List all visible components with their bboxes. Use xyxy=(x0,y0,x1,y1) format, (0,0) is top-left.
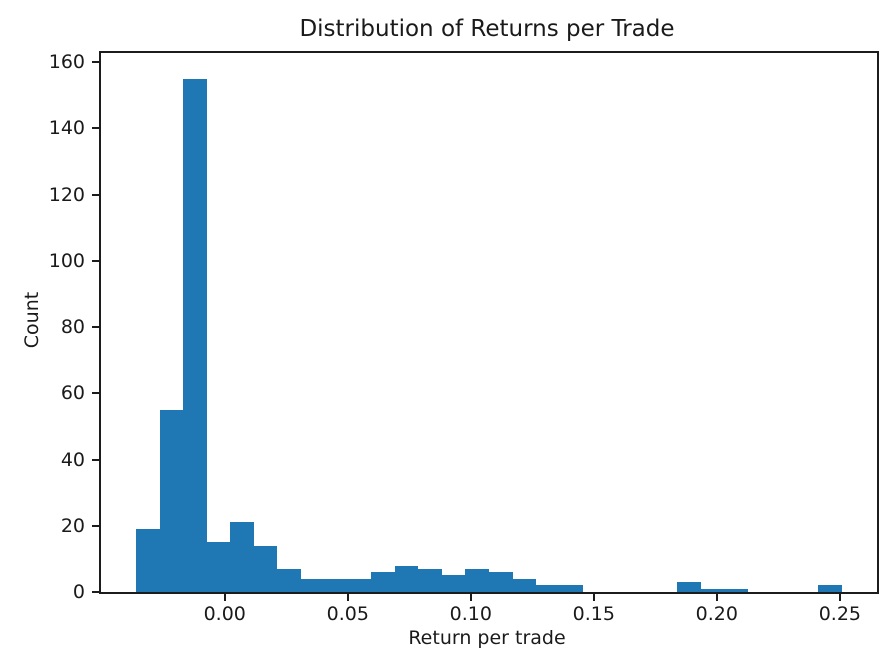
y-tick-label: 80 xyxy=(60,316,85,339)
plot-area: 0 20 40 60 80 100 120 140 160 0.00 0.05 0.10 0.15 0.2… xyxy=(49,51,879,625)
histogram-bar xyxy=(324,578,348,592)
x-tick-mark xyxy=(469,594,472,601)
y-tick-label: 20 xyxy=(60,514,85,537)
histogram-bar xyxy=(300,578,325,592)
histogram-bar xyxy=(136,529,160,592)
y-tick-mark xyxy=(92,259,99,262)
ticks-layer: 0 20 40 60 80 100 120 140 160 0.00 0.05 0.10 0.15 0.2… xyxy=(49,51,877,625)
y-tick-label: 160 xyxy=(48,51,85,74)
y-axis-label: Count xyxy=(21,291,43,349)
y-tick-mark xyxy=(92,193,99,196)
x-axis-label: Return per trade xyxy=(408,627,566,649)
x-tick-label: 0.05 xyxy=(326,603,369,625)
x-tick-label: 0.25 xyxy=(818,603,861,625)
x-tick-mark xyxy=(715,594,718,601)
histogram-bar xyxy=(371,572,395,592)
y-tick-mark xyxy=(92,392,99,395)
histogram-bar xyxy=(347,578,372,592)
histogram-bar xyxy=(394,565,419,592)
x-tick-label: 0.15 xyxy=(572,603,615,625)
histogram-bar xyxy=(183,78,207,592)
histogram-bar xyxy=(677,582,701,592)
x-tick-label: 0.20 xyxy=(695,603,738,625)
histogram-bar xyxy=(230,522,254,592)
y-tick-label: 120 xyxy=(48,183,85,206)
y-tick-mark xyxy=(92,127,99,130)
y-tick-label: 100 xyxy=(48,249,85,272)
x-tick-mark xyxy=(346,594,349,601)
histogram-bar xyxy=(700,588,725,592)
x-tick-mark xyxy=(838,594,841,601)
histogram-bar xyxy=(559,585,584,592)
y-tick-mark xyxy=(92,591,99,593)
histogram-bar xyxy=(206,542,231,592)
y-tick-mark xyxy=(92,458,99,461)
x-tick-label: 0.10 xyxy=(449,603,492,625)
histogram-bar xyxy=(159,409,184,592)
bars-layer xyxy=(101,53,877,592)
x-tick-mark xyxy=(592,594,595,601)
y-tick-label: 40 xyxy=(60,448,85,471)
y-tick-mark xyxy=(92,326,99,329)
histogram-bar xyxy=(818,585,842,592)
histogram-bar xyxy=(465,568,489,592)
histogram-bar xyxy=(277,568,301,592)
histogram-bar xyxy=(441,575,466,592)
histogram-bar xyxy=(418,568,442,592)
histogram-bar xyxy=(536,585,560,592)
x-tick-mark xyxy=(223,594,226,601)
x-tick-label: 0.00 xyxy=(203,603,246,625)
chart-title: Distribution of Returns per Trade xyxy=(299,16,675,42)
histogram-bar xyxy=(489,572,513,592)
histogram-bar xyxy=(724,588,748,592)
histogram-bar xyxy=(512,578,537,592)
y-tick-label: 60 xyxy=(60,382,85,405)
histogram-bar xyxy=(253,545,278,592)
y-tick-mark xyxy=(92,524,99,527)
y-tick-mark xyxy=(92,61,99,64)
y-tick-label: 0 xyxy=(72,581,85,603)
y-tick-label: 140 xyxy=(48,117,85,140)
